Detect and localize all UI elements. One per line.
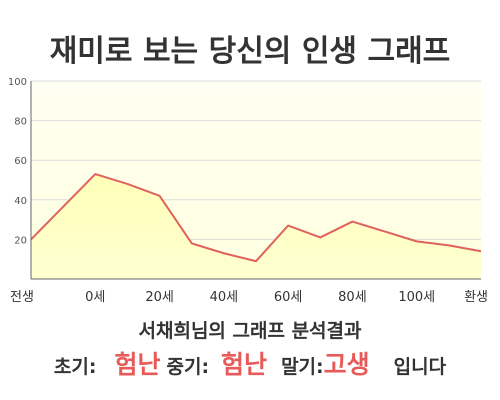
x-tick-label: 20세 bbox=[145, 290, 174, 305]
analysis-subtitle: 서채희님의 그래프 분석결과 bbox=[138, 320, 362, 342]
late-label: 말기: bbox=[281, 356, 324, 378]
early-label: 초기: bbox=[53, 356, 97, 378]
y-tick-label: 60 bbox=[14, 156, 27, 167]
y-tick-label: 40 bbox=[14, 196, 27, 207]
series-line bbox=[30, 173, 482, 263]
y-tick-label: 80 bbox=[14, 117, 27, 128]
y-tick-label: 20 bbox=[14, 235, 27, 246]
mid-label: 중기: bbox=[166, 356, 210, 378]
x-tick-label: 40세 bbox=[210, 290, 239, 305]
x-tick-label: 100세 bbox=[398, 290, 435, 305]
result-suffix: 입니다 bbox=[393, 356, 447, 378]
life-graph-chart: 20 40 60 80 100 전생 0세 20세 40세 60세 80세 100세 환생 bbox=[8, 77, 488, 305]
x-tick-label: 80세 bbox=[338, 290, 367, 305]
x-tick-label: 60세 bbox=[274, 290, 303, 305]
y-tick-label: 100 bbox=[8, 77, 27, 88]
analysis-result: 초기: 험난 중기: 험난 말기: 고생 입니다 bbox=[0, 345, 500, 385]
early-value: 험난 bbox=[114, 350, 161, 379]
x-tick-label: 전생 bbox=[10, 290, 34, 305]
x-tick-label: 0세 bbox=[85, 290, 105, 305]
chart-title: 재미로 보는 당신의 인생 그래프 bbox=[49, 34, 451, 69]
late-value: 고생 bbox=[323, 350, 370, 379]
x-tick-label: 환생 bbox=[464, 290, 488, 305]
area-fill bbox=[31, 174, 481, 279]
mid-value: 험난 bbox=[221, 350, 268, 379]
